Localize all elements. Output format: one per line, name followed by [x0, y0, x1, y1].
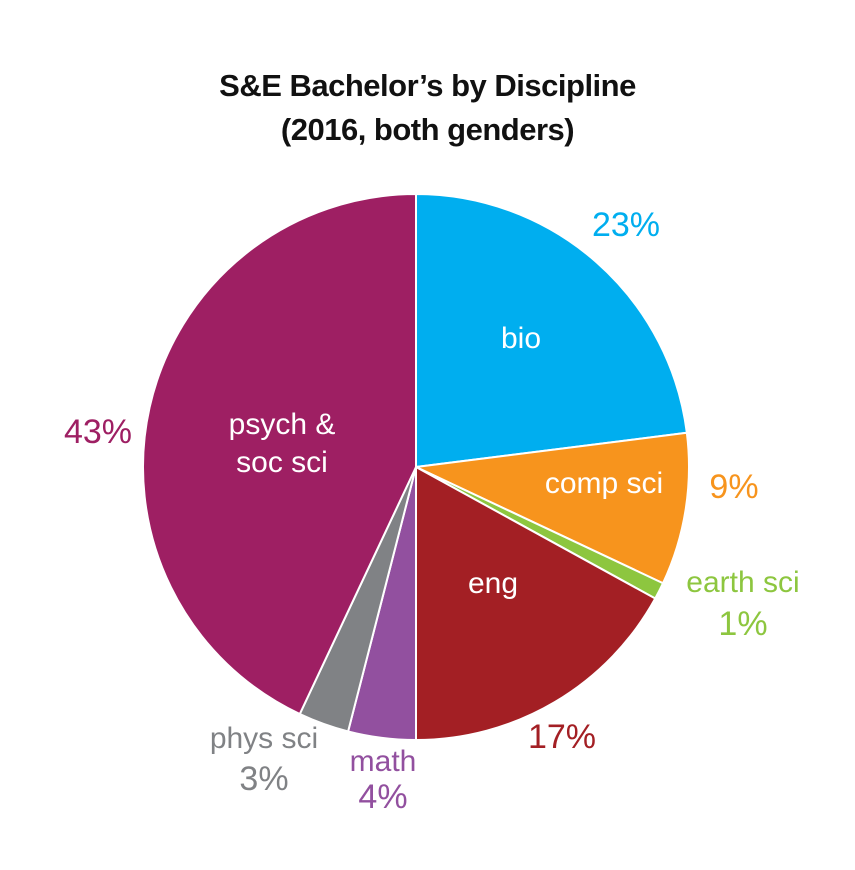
slice-name-label-earth-sci: earth sci — [686, 566, 799, 599]
slice-percent-label-bio: 23% — [592, 206, 660, 244]
pie-slice-comp-sci — [415, 431, 690, 585]
chart-subtitle: (2016, both genders) — [280, 112, 575, 147]
pie-slice-psych-soc-sci — [142, 193, 417, 716]
pie-slice-bio — [415, 193, 688, 468]
slice-percent-label-earth-sci: 1% — [718, 605, 767, 643]
slice-percent-label-math: 4% — [358, 778, 407, 816]
slice-name-label-math: math — [350, 745, 417, 778]
slice-name-label-comp-sci: comp sci — [545, 467, 663, 500]
slice-percent-label-comp-sci: 9% — [709, 468, 758, 506]
slice-name-label-phys-sci: phys sci — [210, 722, 318, 755]
slice-name-label-eng: eng — [468, 567, 518, 600]
chart-title: S&E Bachelor’s by Discipline — [219, 68, 636, 103]
pie-slice-eng — [415, 466, 657, 741]
slice-percent-label-psych-soc-sci: 43% — [64, 413, 132, 451]
slice-name-label-psych-soc-sci: psych & soc sci — [229, 408, 336, 479]
slice-percent-label-eng: 17% — [528, 718, 596, 756]
slice-percent-label-phys-sci: 3% — [239, 760, 288, 798]
slice-name-label-bio: bio — [501, 322, 541, 355]
